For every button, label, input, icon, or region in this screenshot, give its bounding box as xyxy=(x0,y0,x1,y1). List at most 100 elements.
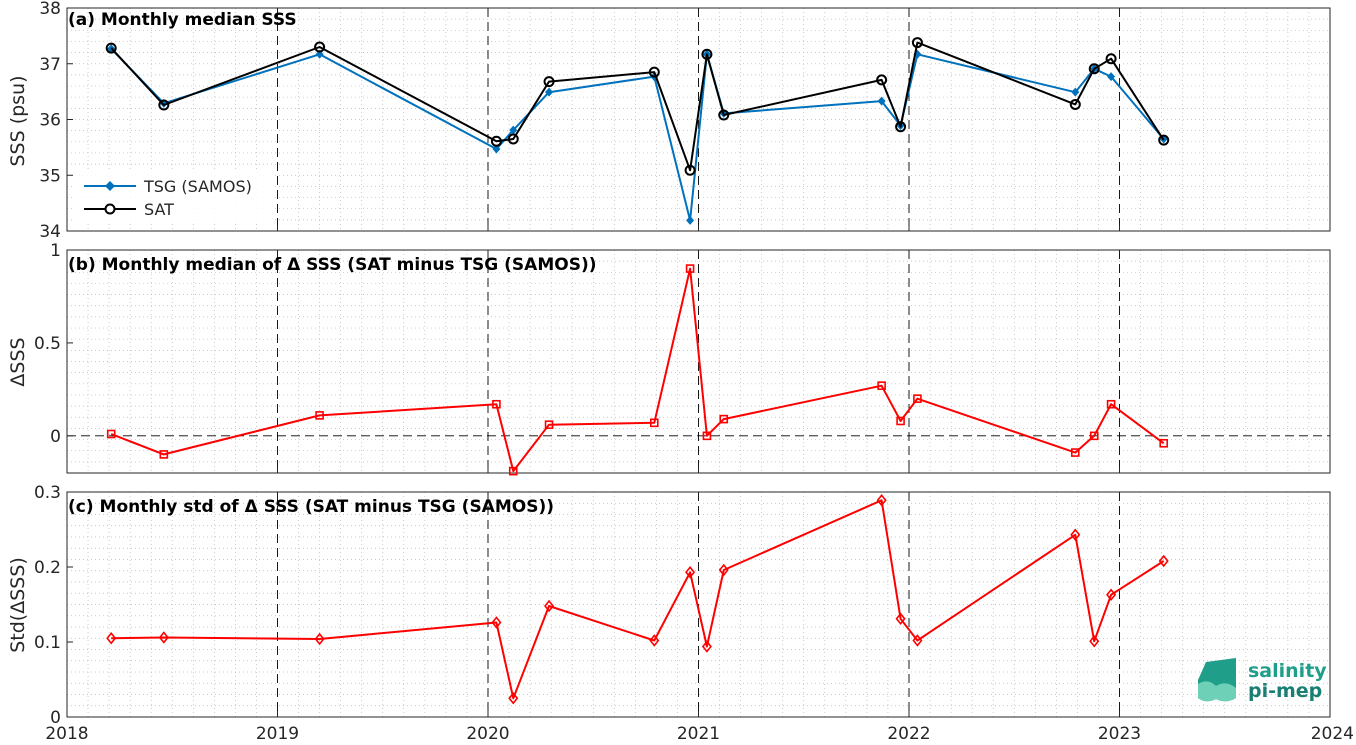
data-point-delta xyxy=(1070,448,1080,457)
data-point-sat xyxy=(1088,63,1100,75)
y-tick-label: 37 xyxy=(39,55,61,75)
panel-a: 34 35 36 37 38 (a) Monthly median SSS SSS (psu… xyxy=(7,0,1331,242)
data-point-delta xyxy=(1089,634,1100,648)
x-tick-label: 2024 xyxy=(1311,724,1354,744)
data-point-delta xyxy=(158,631,169,644)
data-point-tsg xyxy=(1071,87,1080,97)
panel-c-ylabel: Std(ΔSSS) xyxy=(7,557,29,653)
legend-tsg-label: TSG (SAMOS) xyxy=(143,177,252,196)
x-tick-label: 2023 xyxy=(1098,724,1141,744)
data-point-delta xyxy=(492,399,501,409)
data-point-delta xyxy=(315,411,324,420)
data-point-delta xyxy=(1158,554,1169,568)
data-point-sat xyxy=(314,41,326,53)
x-tick-label: 2022 xyxy=(887,724,930,744)
data-point-delta xyxy=(719,414,729,424)
data-point-delta xyxy=(106,429,116,439)
data-point-delta xyxy=(912,634,923,647)
data-point-sat xyxy=(1105,53,1117,65)
data-point-delta xyxy=(877,381,886,390)
series-line-sat xyxy=(110,41,1165,172)
data-point-sat xyxy=(895,121,907,133)
y-tick-label: 0.1 xyxy=(34,633,61,653)
data-point-sat xyxy=(158,99,170,111)
data-point-delta xyxy=(685,565,696,579)
salinity-pi-mep-logo: salinity pi-mep xyxy=(1198,658,1327,702)
data-point-tsg xyxy=(877,96,886,106)
y-tick-label: 0 xyxy=(50,708,61,728)
y-tick-label: 34 xyxy=(39,222,61,242)
data-point-delta xyxy=(702,431,712,441)
data-point-sat xyxy=(1158,134,1170,146)
panel-b: 0 0.5 1 (b) Monthly median of Δ SSS (SAT mi… xyxy=(7,241,1331,476)
y-tick-label: 36 xyxy=(39,111,61,131)
x-tick-label: 2020 xyxy=(466,724,509,744)
series-line-delta xyxy=(111,499,1165,700)
data-point-tsg xyxy=(509,125,518,135)
legend-box xyxy=(74,172,274,224)
series-line-delta xyxy=(110,267,1165,473)
data-point-sat xyxy=(684,164,696,176)
panel-b-title: (b) Monthly median of Δ SSS (SAT minus T… xyxy=(68,255,597,275)
data-point-sat xyxy=(701,48,713,60)
data-point-delta xyxy=(314,632,325,646)
data-point-delta xyxy=(508,466,518,476)
data-point-delta xyxy=(701,640,712,653)
data-point-delta xyxy=(508,691,519,705)
legend-sat-marker-icon xyxy=(104,203,116,215)
data-point-tsg xyxy=(492,144,501,154)
data-point-sat xyxy=(648,66,660,78)
data-point-sat xyxy=(876,74,888,86)
data-point-sat xyxy=(718,109,730,121)
data-point-delta xyxy=(159,450,169,459)
panel-c-title: (c) Monthly std of Δ SSS (SAT minus TSG … xyxy=(68,497,554,517)
y-tick-label: 0.5 xyxy=(34,334,61,354)
data-point-delta xyxy=(1070,528,1081,542)
legend-tsg-marker-icon xyxy=(105,181,115,191)
panel-a-title: (a) Monthly median SSS xyxy=(68,10,297,30)
data-point-tsg xyxy=(686,215,695,225)
legend-sat-label: SAT xyxy=(144,200,174,219)
panel-c: 0 0.1 0.2 0.3 (c) Monthly std of Δ SSS (SAT … xyxy=(7,483,1331,728)
data-point-delta xyxy=(1106,399,1116,409)
logo-wave-light-icon xyxy=(1198,681,1236,702)
y-tick-label: 35 xyxy=(39,166,61,186)
data-point-delta xyxy=(895,612,906,626)
y-tick-label: 0.3 xyxy=(34,483,61,503)
data-point-delta xyxy=(1106,588,1117,602)
data-point-delta xyxy=(544,420,554,429)
y-tick-label: 0 xyxy=(50,427,61,447)
x-tick-label: 2018 xyxy=(45,724,88,744)
legend: TSG (SAMOS) SAT xyxy=(74,172,274,224)
logo-text-salinity: salinity xyxy=(1248,660,1327,682)
data-point-delta xyxy=(106,631,117,645)
panel-a-ylabel: SSS (psu) xyxy=(7,75,29,166)
y-tick-label: 0.2 xyxy=(34,558,61,578)
x-tick-label: 2021 xyxy=(677,724,720,744)
data-point-delta xyxy=(876,493,887,507)
data-point-delta xyxy=(913,394,922,403)
data-point-delta xyxy=(1089,431,1099,441)
data-point-sat xyxy=(507,133,519,145)
data-point-delta xyxy=(491,616,502,629)
y-tick-label: 1 xyxy=(50,241,61,261)
data-point-delta xyxy=(544,599,555,613)
data-point-delta xyxy=(896,416,905,426)
data-point-sat xyxy=(1069,98,1081,110)
data-point-tsg xyxy=(1107,72,1116,82)
data-point-sat xyxy=(105,42,117,54)
data-point-delta xyxy=(718,563,729,577)
data-point-sat xyxy=(543,76,555,88)
logo-text-pimep: pi-mep xyxy=(1248,680,1322,702)
data-point-sat xyxy=(490,135,502,147)
y-tick-label: 38 xyxy=(39,0,61,19)
x-tick-label: 2019 xyxy=(256,724,299,744)
panel-b-ylabel: ΔSSS xyxy=(7,337,29,386)
data-point-sat xyxy=(911,37,923,49)
data-point-delta xyxy=(649,634,660,647)
data-point-delta xyxy=(685,264,695,273)
data-point-tsg xyxy=(545,87,554,97)
data-point-delta xyxy=(649,418,659,428)
data-point-delta xyxy=(1159,438,1169,448)
